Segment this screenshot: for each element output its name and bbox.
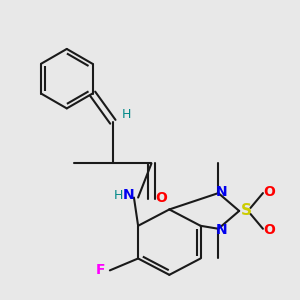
Text: O: O [155, 190, 167, 205]
Text: H: H [122, 108, 131, 121]
Text: S: S [241, 203, 252, 218]
Text: H: H [114, 189, 124, 202]
Text: N: N [216, 223, 228, 237]
Text: F: F [96, 263, 106, 278]
Text: N: N [123, 188, 134, 202]
Text: O: O [263, 185, 275, 199]
Text: O: O [263, 223, 275, 237]
Text: N: N [216, 185, 228, 199]
